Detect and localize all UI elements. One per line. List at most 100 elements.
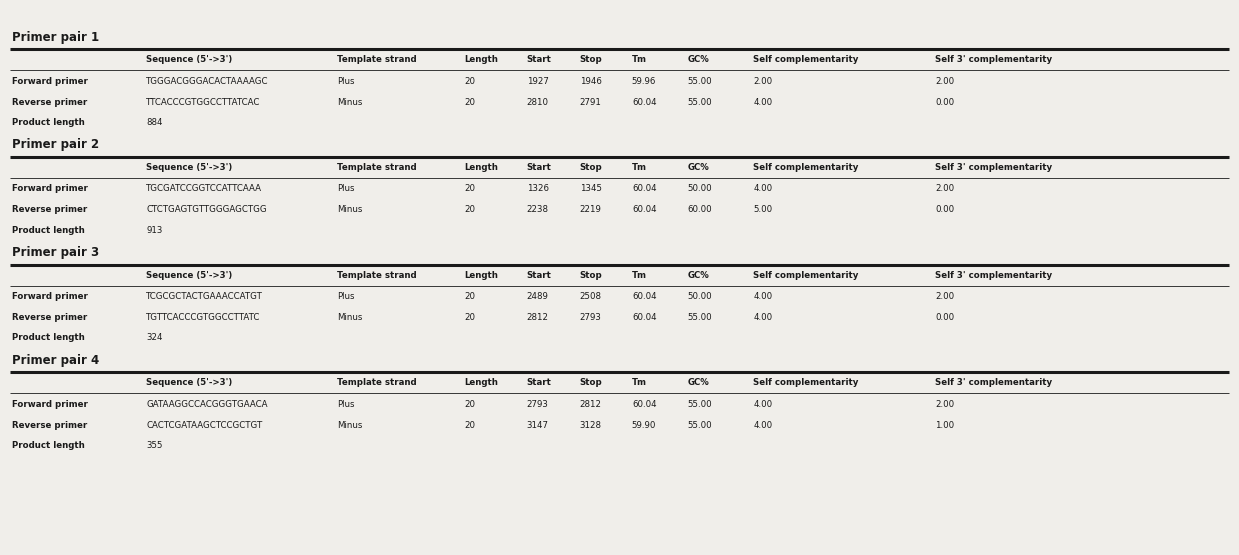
Text: GC%: GC% <box>688 271 710 280</box>
Text: Primer pair 4: Primer pair 4 <box>12 354 99 367</box>
Text: 60.04: 60.04 <box>632 400 657 408</box>
Text: 1.00: 1.00 <box>935 421 954 430</box>
Text: 0.00: 0.00 <box>935 205 954 214</box>
Text: 2219: 2219 <box>580 205 602 214</box>
Text: GC%: GC% <box>688 379 710 387</box>
Text: Self complementarity: Self complementarity <box>753 271 859 280</box>
Text: 2810: 2810 <box>527 98 549 107</box>
Text: Sequence (5'->3'): Sequence (5'->3') <box>146 379 233 387</box>
Text: 50.00: 50.00 <box>688 184 712 193</box>
Text: 324: 324 <box>146 334 162 342</box>
Text: 2.00: 2.00 <box>935 184 954 193</box>
Text: Self complementarity: Self complementarity <box>753 379 859 387</box>
Text: 2.00: 2.00 <box>935 400 954 408</box>
Text: 0.00: 0.00 <box>935 313 954 322</box>
Text: Product length: Product length <box>12 334 85 342</box>
Text: Tm: Tm <box>632 271 647 280</box>
Text: Start: Start <box>527 271 551 280</box>
Text: Reverse primer: Reverse primer <box>12 421 88 430</box>
Text: 4.00: 4.00 <box>753 184 772 193</box>
Text: Minus: Minus <box>337 421 362 430</box>
Text: 20: 20 <box>465 400 476 408</box>
Text: Forward primer: Forward primer <box>12 292 88 301</box>
Text: TGCGATCCGGTCCATTCAAA: TGCGATCCGGTCCATTCAAA <box>146 184 263 193</box>
Text: Forward primer: Forward primer <box>12 184 88 193</box>
Text: 4.00: 4.00 <box>753 98 772 107</box>
Text: 1927: 1927 <box>527 77 549 85</box>
Text: 60.04: 60.04 <box>632 184 657 193</box>
Text: GC%: GC% <box>688 56 710 64</box>
Text: GC%: GC% <box>688 163 710 172</box>
Text: Sequence (5'->3'): Sequence (5'->3') <box>146 271 233 280</box>
Text: TCGCGCTACTGAAACCATGT: TCGCGCTACTGAAACCATGT <box>146 292 263 301</box>
Text: Primer pair 3: Primer pair 3 <box>12 246 99 259</box>
Text: Stop: Stop <box>580 379 602 387</box>
Text: Forward primer: Forward primer <box>12 77 88 85</box>
Text: Template strand: Template strand <box>337 379 416 387</box>
Text: 2812: 2812 <box>580 400 602 408</box>
Text: 0.00: 0.00 <box>935 98 954 107</box>
Text: 60.04: 60.04 <box>632 98 657 107</box>
Text: 20: 20 <box>465 98 476 107</box>
Text: 55.00: 55.00 <box>688 98 712 107</box>
Text: Plus: Plus <box>337 400 354 408</box>
Text: TGTTCACCCGTGGCCTTATC: TGTTCACCCGTGGCCTTATC <box>146 313 260 322</box>
Text: Stop: Stop <box>580 271 602 280</box>
Text: Product length: Product length <box>12 226 85 235</box>
Text: 55.00: 55.00 <box>688 400 712 408</box>
Text: 59.96: 59.96 <box>632 77 657 85</box>
Text: 20: 20 <box>465 205 476 214</box>
Text: Reverse primer: Reverse primer <box>12 98 88 107</box>
Text: Length: Length <box>465 56 498 64</box>
Text: Sequence (5'->3'): Sequence (5'->3') <box>146 163 233 172</box>
Text: CACTCGATAAGCTCCGCTGT: CACTCGATAAGCTCCGCTGT <box>146 421 263 430</box>
Text: 60.00: 60.00 <box>688 205 712 214</box>
Text: Length: Length <box>465 271 498 280</box>
Text: Reverse primer: Reverse primer <box>12 313 88 322</box>
Text: 55.00: 55.00 <box>688 313 712 322</box>
Text: 2793: 2793 <box>527 400 549 408</box>
Text: 3147: 3147 <box>527 421 549 430</box>
Text: Plus: Plus <box>337 77 354 85</box>
Text: 2489: 2489 <box>527 292 549 301</box>
Text: 2508: 2508 <box>580 292 602 301</box>
Text: Plus: Plus <box>337 184 354 193</box>
Text: Product length: Product length <box>12 118 85 127</box>
Text: 20: 20 <box>465 421 476 430</box>
Text: Self 3' complementarity: Self 3' complementarity <box>935 163 1053 172</box>
Text: Template strand: Template strand <box>337 271 416 280</box>
Text: TTCACCCGTGGCCTTATCAC: TTCACCCGTGGCCTTATCAC <box>146 98 260 107</box>
Text: Length: Length <box>465 379 498 387</box>
Text: 2238: 2238 <box>527 205 549 214</box>
Text: TGGGACGGGACACTAAAAGC: TGGGACGGGACACTAAAAGC <box>146 77 269 85</box>
Text: Minus: Minus <box>337 205 362 214</box>
Text: 884: 884 <box>146 118 162 127</box>
Text: Self 3' complementarity: Self 3' complementarity <box>935 56 1053 64</box>
Text: 2.00: 2.00 <box>935 77 954 85</box>
Text: 2.00: 2.00 <box>935 292 954 301</box>
Text: 20: 20 <box>465 77 476 85</box>
Text: 4.00: 4.00 <box>753 421 772 430</box>
Text: Self 3' complementarity: Self 3' complementarity <box>935 271 1053 280</box>
Text: 59.90: 59.90 <box>632 421 657 430</box>
Text: Stop: Stop <box>580 163 602 172</box>
Text: Minus: Minus <box>337 313 362 322</box>
Text: Start: Start <box>527 379 551 387</box>
Text: Self complementarity: Self complementarity <box>753 163 859 172</box>
Text: 2.00: 2.00 <box>753 77 772 85</box>
Text: 55.00: 55.00 <box>688 77 712 85</box>
Text: 4.00: 4.00 <box>753 400 772 408</box>
Text: Template strand: Template strand <box>337 163 416 172</box>
Text: 3128: 3128 <box>580 421 602 430</box>
Text: Plus: Plus <box>337 292 354 301</box>
Text: 20: 20 <box>465 292 476 301</box>
Text: Tm: Tm <box>632 379 647 387</box>
Text: 5.00: 5.00 <box>753 205 772 214</box>
Text: 355: 355 <box>146 441 162 450</box>
Text: Minus: Minus <box>337 98 362 107</box>
Text: Forward primer: Forward primer <box>12 400 88 408</box>
Text: 2812: 2812 <box>527 313 549 322</box>
Text: 2793: 2793 <box>580 313 602 322</box>
Text: Stop: Stop <box>580 56 602 64</box>
Text: Template strand: Template strand <box>337 56 416 64</box>
